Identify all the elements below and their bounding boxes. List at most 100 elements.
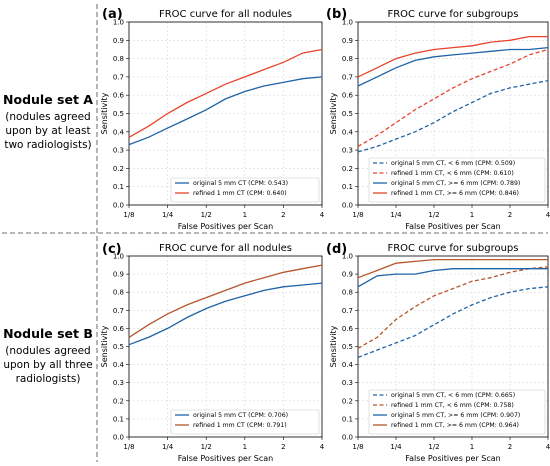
series-line (357, 258, 548, 279)
x-tick-label: 1/2 (428, 211, 439, 219)
x-tick-label: 4 (320, 211, 325, 219)
x-tick-label: 1/4 (162, 211, 174, 219)
x-tick-label: 1/4 (162, 443, 174, 451)
y-tick-label: 1.0 (113, 19, 124, 27)
x-tick-label: 2 (281, 211, 285, 219)
x-tick-label: 1/4 (390, 211, 402, 219)
y-tick-label: 0.0 (113, 202, 124, 210)
row-desc-line: two radiologists) (4, 139, 92, 151)
y-tick-label: 0.5 (113, 110, 124, 118)
y-tick-label: 0.6 (342, 92, 354, 100)
series-line (128, 264, 323, 338)
legend-box (368, 389, 546, 435)
panel-label: (a) (102, 7, 123, 22)
y-tick-label: 0.4 (342, 361, 354, 369)
axes-frame (357, 255, 549, 438)
y-tick-label: 0.1 (342, 183, 353, 191)
axes-frame (128, 21, 323, 206)
series-line (128, 48, 323, 138)
y-tick-label: 1.0 (342, 253, 353, 261)
legend-entry: original 5 mm CT, < 6 mm (CPM: 0.509) (391, 160, 515, 167)
y-tick-label: 0.9 (342, 271, 353, 279)
y-tick-label: 0.0 (342, 202, 353, 210)
row-title: Nodule set B (3, 326, 93, 341)
y-tick-label: 0.2 (113, 165, 124, 173)
x-tick-label: 1 (470, 211, 474, 219)
row-label-b: Nodule set B (nodules agreed upon by all… (0, 326, 96, 386)
y-tick-label: 0.0 (342, 434, 353, 442)
row-desc-line: upon by at least (5, 125, 91, 137)
y-tick-label: 0.3 (113, 147, 124, 155)
y-axis-label: Sensitivity (100, 325, 109, 367)
x-axis-label: False Positives per Scan (178, 222, 273, 231)
row-desc-line: radiologists) (15, 373, 81, 385)
y-tick-label: 0.4 (113, 361, 125, 369)
x-tick-label: 4 (320, 443, 325, 451)
y-tick-label: 0.9 (342, 37, 353, 45)
panel-label: (d) (326, 242, 347, 257)
legend-entry: refined 1 mm CT, < 6 mm (CPM: 0.758) (391, 402, 514, 409)
x-tick-label: 1 (243, 443, 247, 451)
series-line (357, 46, 549, 87)
y-tick-label: 0.8 (342, 55, 353, 63)
row-desc-line: upon by all three (3, 359, 93, 371)
y-tick-label: 0.8 (113, 289, 124, 297)
y-tick-label: 1.0 (113, 253, 124, 261)
row-desc-line: (nodules agreed (5, 345, 91, 357)
legend-entry: original 5 mm CT, < 6 mm (CPM: 0.665) (391, 392, 515, 399)
series-line (357, 268, 548, 288)
panel-label: (c) (102, 242, 122, 257)
y-axis-label: Sensitivity (329, 325, 338, 367)
y-tick-label: 0.7 (113, 307, 124, 315)
y-tick-label: 0.2 (113, 397, 124, 405)
y-axis-label: Sensitivity (329, 92, 338, 134)
y-tick-label: 0.9 (113, 271, 124, 279)
series-line (357, 266, 549, 349)
axes-frame (128, 255, 323, 438)
chart-title: FROC curve for subgroups (387, 9, 518, 20)
y-tick-label: 0.6 (113, 92, 125, 100)
y-tick-label: 0.9 (113, 37, 124, 45)
x-tick-label: 1/2 (201, 443, 212, 451)
row-desc-line: (nodules agreed (5, 111, 91, 123)
y-tick-label: 1.0 (342, 19, 353, 27)
y-tick-label: 0.3 (342, 147, 353, 155)
x-axis-label: False Positives per Scan (405, 222, 500, 231)
series-line (357, 35, 548, 78)
y-tick-label: 0.4 (113, 128, 125, 136)
legend-entry: original 5 mm CT, >= 6 mm (CPM: 0.789) (391, 180, 520, 187)
y-tick-label: 0.5 (342, 110, 353, 118)
panel-label: (b) (326, 7, 347, 22)
x-tick-label: 1 (470, 443, 474, 451)
legend-entry: refined 1 mm CT, >= 6 mm (CPM: 0.846) (391, 190, 519, 197)
y-tick-label: 0.1 (113, 183, 124, 191)
series-line (357, 79, 549, 153)
series-line (128, 282, 323, 346)
series-line (357, 48, 549, 147)
chart-title: FROC curve for subgroups (387, 243, 518, 254)
x-tick-label: 1/8 (352, 211, 363, 219)
axes-frame (357, 21, 549, 206)
y-tick-label: 0.7 (342, 307, 353, 315)
chart-title: FROC curve for all nodules (159, 9, 292, 20)
series-line (128, 76, 323, 146)
y-tick-label: 0.0 (113, 434, 124, 442)
y-tick-label: 0.4 (342, 128, 354, 136)
series-line (357, 286, 549, 359)
y-tick-label: 0.8 (342, 289, 353, 297)
y-tick-label: 0.7 (342, 73, 353, 81)
legend-entry: refined 1 mm CT, >= 6 mm (CPM: 0.964) (391, 422, 519, 429)
legend-entry: refined 1 mm CT, < 6 mm (CPM: 0.610) (391, 170, 514, 177)
x-tick-label: 4 (546, 211, 550, 219)
row-title: Nodule set A (3, 92, 93, 107)
y-tick-label: 0.1 (342, 415, 353, 423)
legend-entry: refined 1 mm CT (CPM: 0.791) (193, 422, 287, 429)
row-label-a: Nodule set A (nodules agreed upon by at … (0, 92, 96, 152)
legend-entry: original 5 mm CT, >= 6 mm (CPM: 0.907) (391, 412, 520, 419)
x-tick-label: 4 (546, 443, 550, 451)
y-tick-label: 0.3 (113, 379, 124, 387)
x-tick-label: 2 (281, 443, 285, 451)
chart-title: FROC curve for all nodules (159, 243, 292, 254)
legend-box (170, 177, 320, 203)
